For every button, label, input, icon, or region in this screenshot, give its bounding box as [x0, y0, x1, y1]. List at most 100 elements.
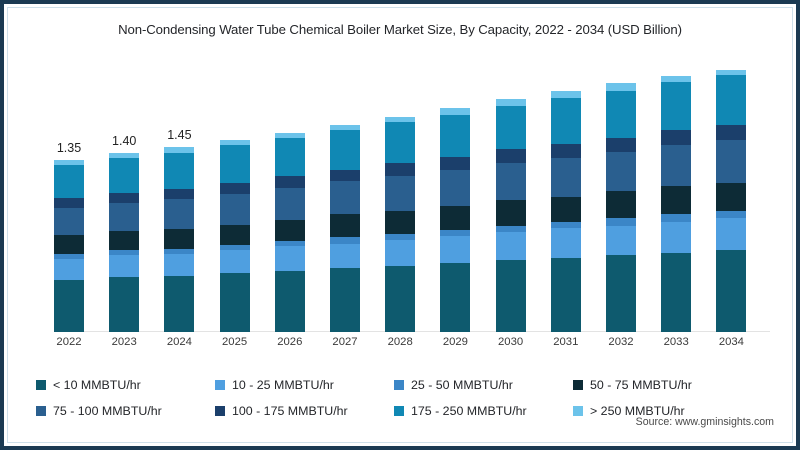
bar-segment[interactable]	[109, 255, 140, 278]
bar-segment[interactable]	[219, 245, 250, 251]
bar-segment[interactable]	[330, 243, 360, 269]
bar-segment[interactable]	[164, 153, 195, 189]
bar-segment[interactable]	[164, 146, 195, 154]
bar-segment[interactable]	[661, 145, 692, 187]
bar-segment[interactable]	[495, 225, 526, 233]
bar-segment[interactable]	[219, 140, 250, 146]
bar-segment[interactable]	[440, 108, 471, 115]
bar-segment[interactable]	[495, 260, 526, 332]
bar-segment[interactable]	[330, 169, 360, 182]
bar-segment[interactable]	[274, 270, 305, 332]
legend-item[interactable]: 100 - 175 MMBTU/hr	[215, 404, 394, 418]
bar-segment[interactable]	[109, 202, 140, 232]
bar-segment[interactable]	[716, 182, 747, 211]
bar-segment[interactable]	[495, 149, 526, 164]
bar-segment[interactable]	[550, 228, 581, 258]
bar-segment[interactable]	[716, 75, 747, 126]
bar-segment[interactable]	[330, 130, 360, 170]
bar-column[interactable]: 1.35	[54, 141, 84, 332]
bar-segment[interactable]	[661, 214, 692, 223]
bar-segment[interactable]	[716, 125, 747, 141]
bar-segment[interactable]	[219, 250, 250, 274]
bar-segment[interactable]	[330, 214, 360, 238]
bar-segment[interactable]	[661, 186, 692, 215]
bar-segment[interactable]	[550, 98, 581, 145]
bar-segment[interactable]	[109, 277, 140, 332]
bar-segment[interactable]	[716, 210, 747, 219]
bar-segment[interactable]	[716, 218, 747, 251]
bar-segment[interactable]	[274, 187, 305, 220]
bar-segment[interactable]	[385, 240, 416, 266]
bar-segment[interactable]	[495, 99, 526, 106]
bar-segment[interactable]	[661, 252, 692, 332]
legend-item[interactable]: 175 - 250 MMBTU/hr	[394, 404, 573, 418]
bar-segment[interactable]	[716, 140, 747, 183]
bar-segment[interactable]	[606, 151, 636, 192]
bar-segment[interactable]	[109, 231, 140, 251]
bar-segment[interactable]	[54, 234, 84, 255]
bar-segment[interactable]	[54, 254, 84, 260]
bar-segment[interactable]	[661, 130, 692, 146]
bar-column[interactable]	[330, 125, 360, 332]
bar-column[interactable]	[661, 76, 692, 332]
bar-segment[interactable]	[164, 199, 195, 229]
bar-segment[interactable]	[274, 176, 305, 188]
bar-segment[interactable]	[109, 192, 140, 203]
bar-segment[interactable]	[606, 90, 636, 138]
bar-segment[interactable]	[164, 275, 195, 332]
bar-segment[interactable]	[440, 114, 471, 157]
legend-item[interactable]: 50 - 75 MMBTU/hr	[573, 378, 752, 392]
bar-segment[interactable]	[54, 164, 84, 198]
legend-item[interactable]: < 10 MMBTU/hr	[36, 378, 215, 392]
bar-segment[interactable]	[606, 137, 636, 152]
bar-segment[interactable]	[716, 70, 747, 76]
bar-segment[interactable]	[550, 222, 581, 229]
bar-segment[interactable]	[219, 273, 250, 332]
bar-segment[interactable]	[385, 176, 416, 211]
bar-segment[interactable]	[550, 158, 581, 197]
bar-segment[interactable]	[550, 90, 581, 99]
bar-segment[interactable]	[274, 132, 305, 138]
bar-column[interactable]	[716, 70, 747, 332]
bar-segment[interactable]	[330, 125, 360, 131]
bar-segment[interactable]	[219, 182, 250, 194]
bar-segment[interactable]	[164, 254, 195, 276]
legend-item[interactable]: 10 - 25 MMBTU/hr	[215, 378, 394, 392]
bar-column[interactable]: 1.40	[109, 134, 140, 332]
bar-segment[interactable]	[109, 153, 140, 159]
bar-segment[interactable]	[495, 232, 526, 261]
bar-segment[interactable]	[219, 145, 250, 183]
bar-segment[interactable]	[54, 197, 84, 209]
bar-segment[interactable]	[661, 222, 692, 253]
bar-column[interactable]	[385, 117, 416, 332]
bar-segment[interactable]	[385, 122, 416, 164]
bar-segment[interactable]	[330, 237, 360, 244]
bar-segment[interactable]	[495, 105, 526, 150]
bar-segment[interactable]	[219, 194, 250, 225]
bar-column[interactable]: 1.45	[164, 128, 195, 332]
bar-segment[interactable]	[330, 268, 360, 332]
bar-segment[interactable]	[274, 137, 305, 177]
bar-segment[interactable]	[606, 218, 636, 226]
bar-segment[interactable]	[550, 144, 581, 159]
legend-item[interactable]: 25 - 50 MMBTU/hr	[394, 378, 573, 392]
bar-segment[interactable]	[385, 163, 416, 177]
legend-item[interactable]: 75 - 100 MMBTU/hr	[36, 404, 215, 418]
bar-segment[interactable]	[716, 250, 747, 332]
bar-segment[interactable]	[440, 229, 471, 237]
bar-column[interactable]	[495, 99, 526, 332]
bar-segment[interactable]	[109, 250, 140, 256]
bar-segment[interactable]	[440, 205, 471, 230]
bar-segment[interactable]	[164, 248, 195, 255]
bar-segment[interactable]	[440, 236, 471, 263]
bar-segment[interactable]	[385, 117, 416, 123]
bar-segment[interactable]	[54, 259, 84, 280]
bar-segment[interactable]	[661, 76, 692, 82]
bar-column[interactable]	[550, 90, 581, 332]
bar-segment[interactable]	[219, 224, 250, 246]
bar-segment[interactable]	[606, 255, 636, 332]
bar-segment[interactable]	[550, 196, 581, 223]
bar-segment[interactable]	[385, 210, 416, 234]
bar-segment[interactable]	[606, 191, 636, 219]
bar-segment[interactable]	[550, 257, 581, 332]
